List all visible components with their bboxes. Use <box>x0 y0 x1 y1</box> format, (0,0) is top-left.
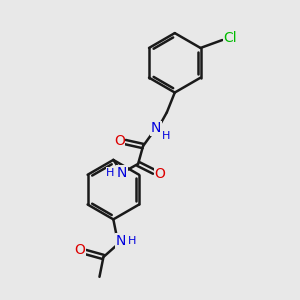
Text: O: O <box>74 243 85 257</box>
Text: O: O <box>154 167 165 181</box>
Text: H: H <box>106 168 115 178</box>
Text: N: N <box>116 234 127 248</box>
Text: N: N <box>151 121 161 135</box>
Text: O: O <box>114 134 125 148</box>
Text: H: H <box>162 131 170 141</box>
Text: Cl: Cl <box>224 31 237 45</box>
Text: H: H <box>128 236 136 246</box>
Text: N: N <box>117 166 128 180</box>
